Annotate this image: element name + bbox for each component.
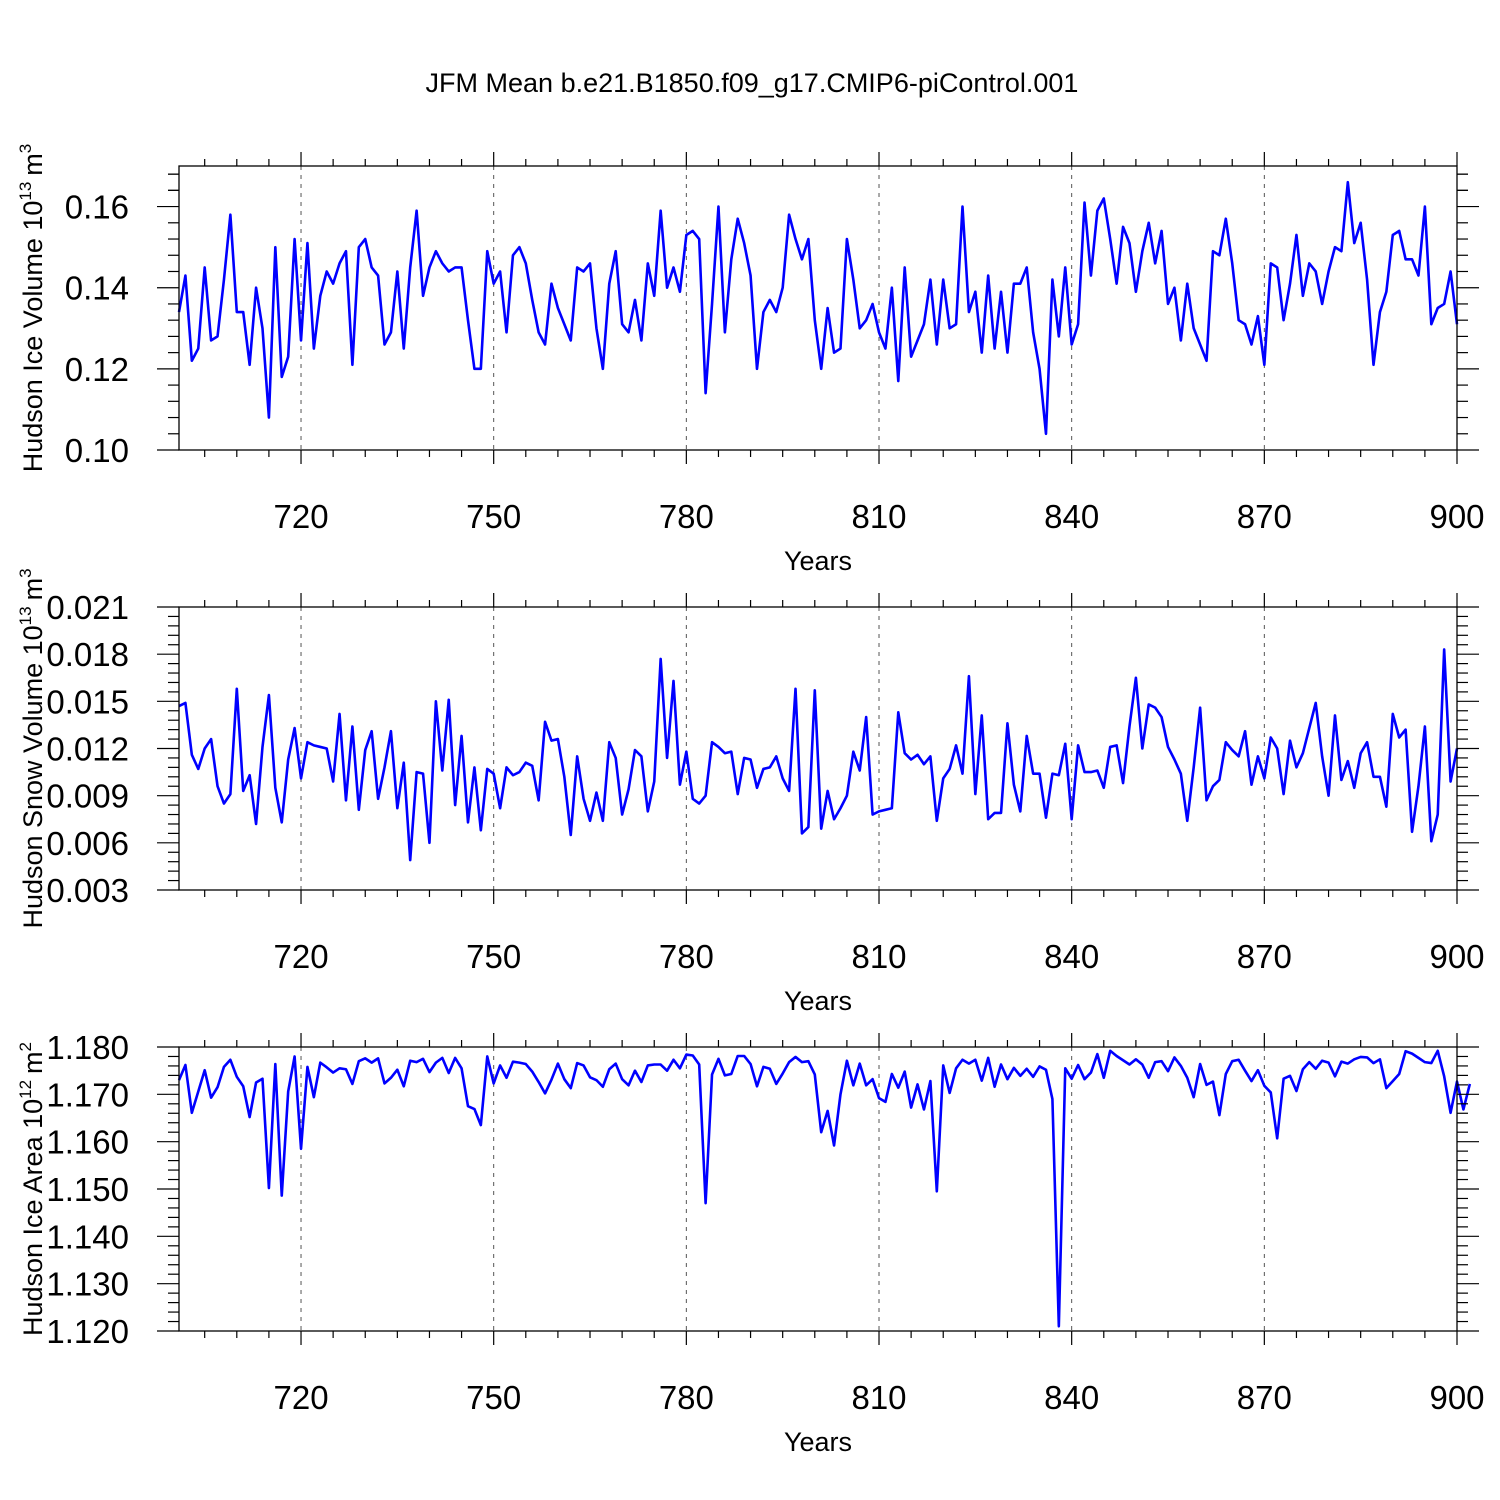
y-axis-label: Hudson Ice Volume 1013 m3 xyxy=(16,144,48,473)
x-tick-label: 780 xyxy=(659,1379,714,1416)
y-tick-label: 0.16 xyxy=(65,189,129,226)
y-axis-label-unit-exponent: 2 xyxy=(16,1042,35,1051)
x-tick-label: 870 xyxy=(1237,938,1292,975)
x-tick-label: 840 xyxy=(1044,1379,1099,1416)
chart-title: JFM Mean b.e21.B1850.f09_g17.CMIP6-piCon… xyxy=(426,68,1079,98)
series-line xyxy=(177,1049,1472,1328)
plot-frame xyxy=(178,165,1458,451)
x-tick-label: 720 xyxy=(273,498,328,535)
y-tick-label: 0.012 xyxy=(46,731,129,768)
y-axis-label-unit: m xyxy=(18,153,48,176)
y-axis-label-exponent: 12 xyxy=(16,1080,35,1099)
y-tick-label: 0.12 xyxy=(65,351,129,388)
y-tick-label: 1.130 xyxy=(46,1266,129,1303)
x-tick-label: 900 xyxy=(1429,498,1484,535)
series-line xyxy=(177,180,1459,436)
x-tick-label: 840 xyxy=(1044,938,1099,975)
x-tick-label: 900 xyxy=(1429,938,1484,975)
y-axis-label-unit: m xyxy=(18,1051,48,1074)
y-tick-label: 1.170 xyxy=(46,1076,129,1113)
y-axis-label-unit-exponent: 3 xyxy=(16,568,35,577)
series-line xyxy=(178,648,1459,862)
y-tick-label: 1.120 xyxy=(46,1313,129,1350)
x-axis-label: Years xyxy=(784,986,852,1016)
panel-2: 720 750 780 810 840 870 900 Years 0.003 0.006 0.00… xyxy=(16,568,1485,1016)
x-tick-label: 720 xyxy=(273,1379,328,1416)
y-axis-label-unit-exponent: 3 xyxy=(16,144,35,153)
y-axis-label-text: Hudson Ice Area 10 xyxy=(18,1099,48,1336)
panels-container: 720 750 780 810 840 870 900 Years 0.10 0.12 0.14 0.… xyxy=(16,144,1485,1457)
y-tick-label: 0.015 xyxy=(46,683,129,720)
panel-3: 720 750 780 810 840 870 900 Years 1.120 1.130 1.14… xyxy=(16,1029,1485,1457)
x-tick-label: 720 xyxy=(273,938,328,975)
y-axis-label: Hudson Snow Volume 1013 m3 xyxy=(16,568,48,928)
y-tick-label: 0.006 xyxy=(46,825,129,862)
x-axis-label: Years xyxy=(784,546,852,576)
x-tick-label: 750 xyxy=(466,938,521,975)
y-tick-label: 1.160 xyxy=(46,1124,129,1161)
x-tick-label: 810 xyxy=(851,498,906,535)
y-tick-label: 0.021 xyxy=(46,589,129,626)
x-axis-label: Years xyxy=(784,1427,852,1457)
y-tick-label: 1.180 xyxy=(46,1029,129,1066)
y-tick-label: 0.10 xyxy=(65,432,129,469)
x-tick-label: 810 xyxy=(851,1379,906,1416)
y-axis-label-text: Hudson Ice Volume 10 xyxy=(18,201,48,473)
x-tick-label: 810 xyxy=(851,938,906,975)
y-axis-label-exponent: 13 xyxy=(16,606,35,625)
y-tick-label: 0.14 xyxy=(65,270,129,307)
y-axis-label-exponent: 13 xyxy=(16,182,35,201)
y-axis-label-unit: m xyxy=(18,578,48,601)
y-axis-label-text: Hudson Snow Volume 10 xyxy=(18,625,48,928)
plot-frame xyxy=(178,1046,1458,1332)
y-tick-label: 1.140 xyxy=(46,1218,129,1255)
panel-1: 720 750 780 810 840 870 900 Years 0.10 0.12 0.14 0.… xyxy=(16,144,1485,576)
x-tick-label: 780 xyxy=(659,938,714,975)
y-tick-label: 1.150 xyxy=(46,1171,129,1208)
y-tick-label: 0.003 xyxy=(46,872,129,909)
x-tick-label: 780 xyxy=(659,498,714,535)
y-axis-label: Hudson Ice Area 1012 m2 xyxy=(16,1042,48,1336)
x-tick-label: 750 xyxy=(466,1379,521,1416)
x-tick-label: 900 xyxy=(1429,1379,1484,1416)
x-tick-label: 870 xyxy=(1237,498,1292,535)
y-tick-label: 0.018 xyxy=(46,636,129,673)
x-tick-label: 750 xyxy=(466,498,521,535)
x-tick-label: 840 xyxy=(1044,498,1099,535)
y-tick-label: 0.009 xyxy=(46,778,129,815)
x-tick-label: 870 xyxy=(1237,1379,1292,1416)
